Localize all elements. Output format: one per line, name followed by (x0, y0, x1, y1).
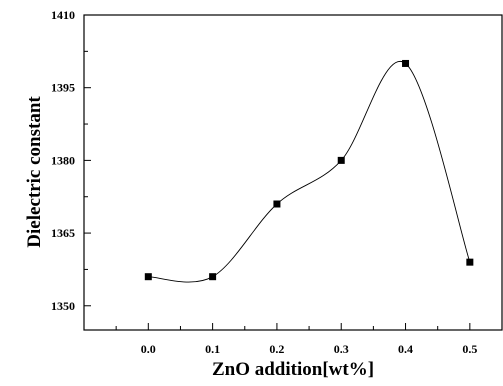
y-tick-label: 1365 (51, 226, 75, 240)
tick-labels-layer: 0.0 0.1 0.2 0.3 0.4 0.5 1350 1365 1380 1395 1410 (51, 8, 477, 356)
x-tick-label: 0.5 (462, 342, 477, 356)
series-line (148, 60, 471, 283)
data-point-marker (337, 156, 345, 164)
x-tick-label: 0.0 (141, 342, 156, 356)
y-tick-label: 1410 (51, 8, 75, 22)
markers-layer (144, 59, 474, 281)
x-axis-title: ZnO addition[wt%] (212, 359, 374, 380)
y-axis-title: Dielectric constant (24, 96, 45, 248)
x-tick-label: 0.1 (205, 342, 220, 356)
data-point-marker (209, 273, 217, 281)
x-tick-label: 0.2 (269, 342, 284, 356)
ticks-layer (84, 14, 503, 330)
plot-frame (83, 14, 503, 331)
x-tick-label: 0.3 (334, 342, 349, 356)
y-tick-label: 1350 (51, 299, 75, 313)
y-tick-label: 1395 (51, 81, 75, 95)
data-point-marker (144, 273, 152, 281)
data-point-marker (402, 59, 410, 67)
y-tick-label: 1380 (51, 153, 75, 167)
data-point-marker (273, 200, 281, 208)
data-point-marker (466, 258, 474, 266)
x-tick-label: 0.4 (398, 342, 413, 356)
